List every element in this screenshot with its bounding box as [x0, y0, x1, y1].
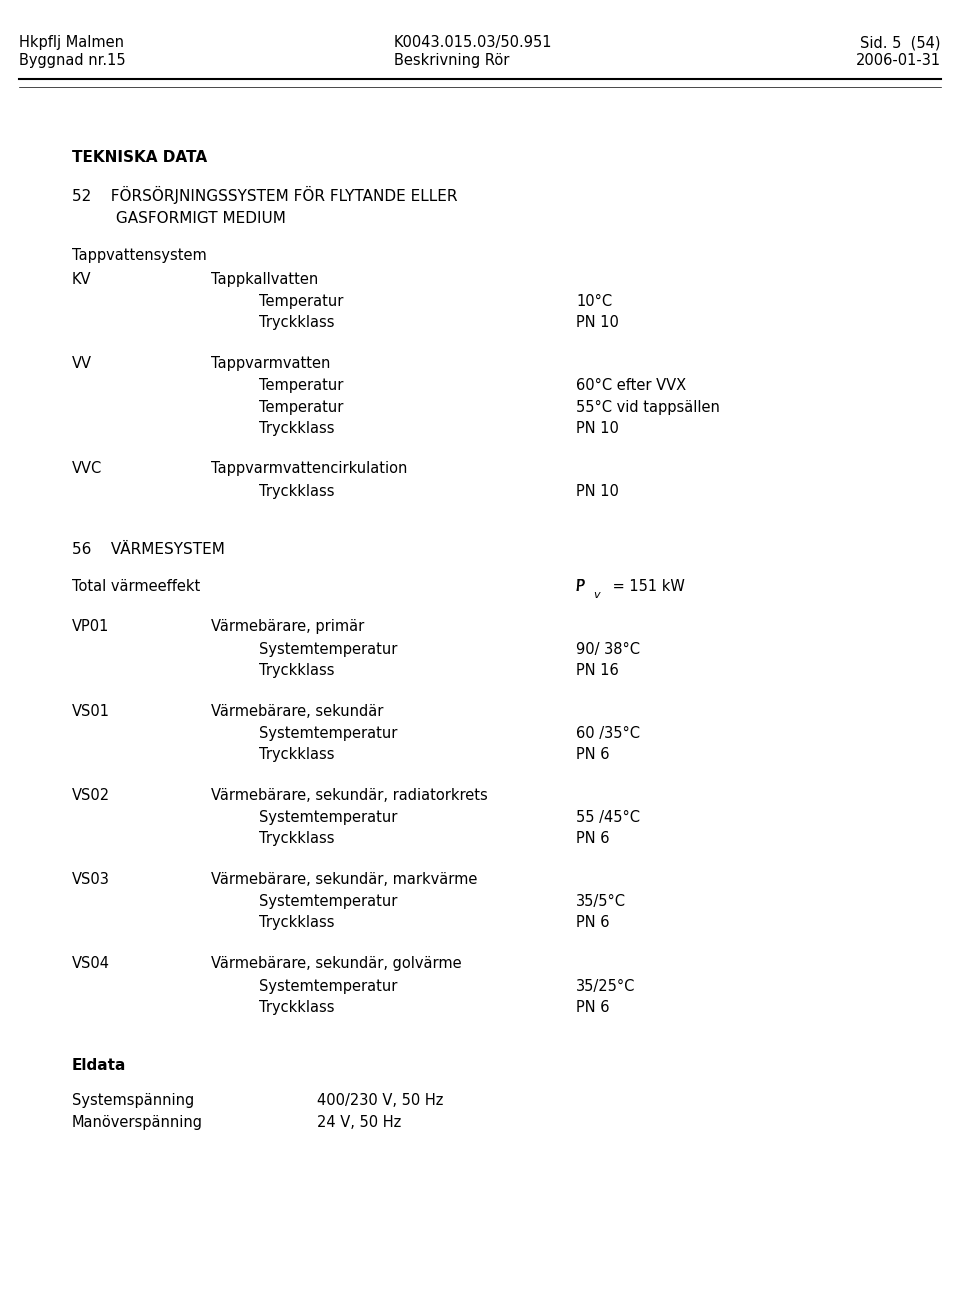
Text: VS03: VS03 [72, 873, 109, 887]
Text: 55°C vid tappsällen: 55°C vid tappsällen [576, 400, 720, 415]
Text: PN 6: PN 6 [576, 1000, 610, 1015]
Text: P: P [576, 579, 585, 594]
Text: 24 V, 50 Hz: 24 V, 50 Hz [317, 1116, 401, 1130]
Text: Temperatur: Temperatur [259, 400, 344, 415]
Text: Värmebärare, sekundär, golvärme: Värmebärare, sekundär, golvärme [211, 957, 462, 971]
Text: TEKNISKA DATA: TEKNISKA DATA [72, 150, 207, 164]
Text: Sid. 5  (54): Sid. 5 (54) [860, 36, 941, 50]
Text: VS01: VS01 [72, 704, 110, 719]
Text: 52    FÖRSÖRJNINGSSYSTEM FÖR FLYTANDE ELLER: 52 FÖRSÖRJNINGSSYSTEM FÖR FLYTANDE ELLER [72, 186, 458, 204]
Text: Systemtemperatur: Systemtemperatur [259, 726, 397, 741]
Text: 60°C efter VVX: 60°C efter VVX [576, 379, 686, 393]
Text: Värmebärare, sekundär, markvärme: Värmebärare, sekundär, markvärme [211, 873, 477, 887]
Text: Tryckklass: Tryckklass [259, 484, 335, 499]
Text: Tryckklass: Tryckklass [259, 663, 335, 678]
Text: 60 /35°C: 60 /35°C [576, 726, 640, 741]
Text: GASFORMIGT MEDIUM: GASFORMIGT MEDIUM [72, 212, 286, 226]
Text: Temperatur: Temperatur [259, 295, 344, 309]
Text: Tappvattensystem: Tappvattensystem [72, 249, 206, 263]
Text: 90/ 38°C: 90/ 38°C [576, 642, 640, 657]
Text: Värmebärare, sekundär, radiatorkrets: Värmebärare, sekundär, radiatorkrets [211, 788, 488, 803]
Text: Hkpflj Malmen: Hkpflj Malmen [19, 36, 124, 50]
Text: Tryckklass: Tryckklass [259, 1000, 335, 1015]
Text: Tryckklass: Tryckklass [259, 421, 335, 436]
Text: PN 6: PN 6 [576, 916, 610, 930]
Text: Tryckklass: Tryckklass [259, 316, 335, 330]
Text: PN 10: PN 10 [576, 316, 619, 330]
Text: Manöverspänning: Manöverspänning [72, 1116, 203, 1130]
Text: Tappvarmvatten: Tappvarmvatten [211, 357, 330, 371]
Text: = 151 kW: = 151 kW [608, 579, 684, 594]
Text: VP01: VP01 [72, 620, 109, 634]
Text: Tryckklass: Tryckklass [259, 916, 335, 930]
Text: Tappvarmvattencirkulation: Tappvarmvattencirkulation [211, 462, 408, 476]
Text: 35/25°C: 35/25°C [576, 979, 636, 994]
Text: Systemtemperatur: Systemtemperatur [259, 979, 397, 994]
Text: PN 16: PN 16 [576, 663, 619, 678]
Text: VVC: VVC [72, 462, 103, 476]
Text: Systemtemperatur: Systemtemperatur [259, 895, 397, 909]
Text: PN 10: PN 10 [576, 421, 619, 436]
Text: Systemspänning: Systemspänning [72, 1094, 194, 1108]
Text: VS04: VS04 [72, 957, 110, 971]
Text: Värmebärare, sekundär: Värmebärare, sekundär [211, 704, 384, 719]
Text: VS02: VS02 [72, 788, 110, 803]
Text: Temperatur: Temperatur [259, 379, 344, 393]
Text: v: v [593, 590, 600, 600]
Text: Värmebärare, primär: Värmebärare, primär [211, 620, 365, 634]
Text: Tryckklass: Tryckklass [259, 747, 335, 762]
Text: PN 6: PN 6 [576, 747, 610, 762]
Text: K0043.015.03/50.951: K0043.015.03/50.951 [394, 36, 552, 50]
Text: 35/5°C: 35/5°C [576, 895, 626, 909]
Text: 10°C: 10°C [576, 295, 612, 309]
Text: PN 6: PN 6 [576, 832, 610, 846]
Text: PN 10: PN 10 [576, 484, 619, 499]
Text: 56    VÄRMESYSTEM: 56 VÄRMESYSTEM [72, 542, 225, 557]
Text: Eldata: Eldata [72, 1058, 127, 1073]
Text: 2006-01-31: 2006-01-31 [855, 54, 941, 68]
Text: Byggnad nr.15: Byggnad nr.15 [19, 54, 126, 68]
Text: Systemtemperatur: Systemtemperatur [259, 642, 397, 657]
Text: Beskrivning Rör: Beskrivning Rör [394, 54, 509, 68]
Text: P: P [576, 579, 585, 594]
Text: Systemtemperatur: Systemtemperatur [259, 811, 397, 825]
Text: 55 /45°C: 55 /45°C [576, 811, 640, 825]
Text: VV: VV [72, 357, 92, 371]
Text: 400/230 V, 50 Hz: 400/230 V, 50 Hz [317, 1094, 444, 1108]
Text: Tappkallvatten: Tappkallvatten [211, 272, 319, 287]
Text: KV: KV [72, 272, 91, 287]
Text: Tryckklass: Tryckklass [259, 832, 335, 846]
Text: Total värmeeffekt: Total värmeeffekt [72, 579, 201, 594]
